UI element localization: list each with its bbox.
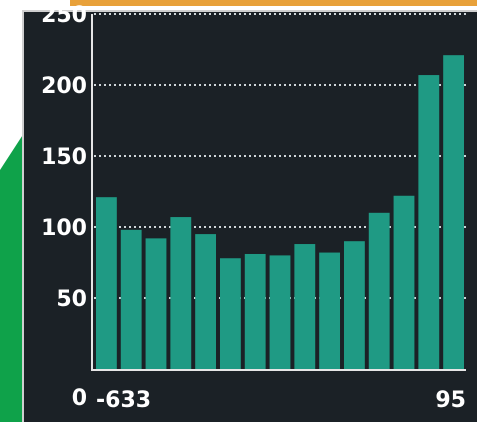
bar-6 — [219, 258, 241, 369]
bar-2 — [120, 229, 142, 369]
y-tick-label-0: 0 — [72, 386, 87, 411]
y-tick-label-100: 100 — [41, 216, 87, 241]
tick-labels: 0 50 100 150 200 250 -633 95 — [41, 3, 466, 413]
bar-1 — [95, 197, 117, 369]
bar-10 — [319, 252, 341, 369]
bar-15 — [443, 55, 465, 370]
bar-5 — [195, 234, 217, 369]
bar-3 — [145, 238, 167, 369]
bar-12 — [368, 212, 390, 369]
bars — [95, 55, 465, 370]
y-tick-label-250: 250 — [41, 3, 87, 28]
y-tick-label-150: 150 — [41, 145, 87, 170]
bar-11 — [343, 241, 365, 369]
bar-4 — [170, 217, 192, 369]
y-tick-label-50: 50 — [56, 287, 87, 312]
bar-9 — [294, 244, 316, 369]
bar-7 — [244, 253, 266, 369]
x-tick-label-start: -633 — [96, 388, 151, 413]
y-tick-label-200: 200 — [41, 74, 87, 99]
bar-8 — [269, 255, 291, 369]
bar-14 — [418, 75, 440, 369]
axes — [91, 14, 466, 371]
x-tick-label-end: 95 — [435, 388, 466, 413]
orange-accent-strip — [70, 0, 477, 6]
bar-13 — [393, 195, 415, 369]
